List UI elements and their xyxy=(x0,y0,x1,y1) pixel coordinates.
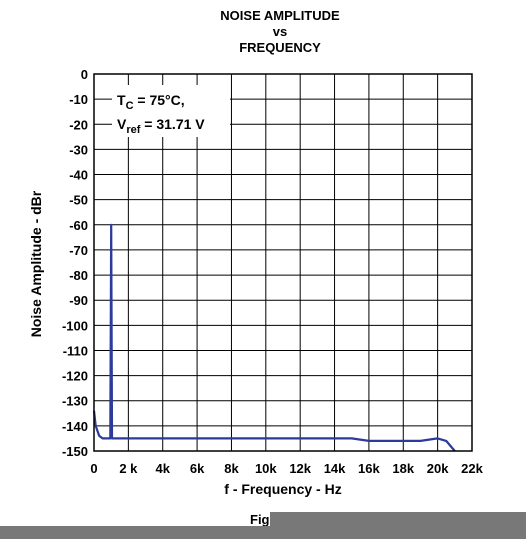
series-layer xyxy=(92,223,456,452)
figure-caption: Fig xyxy=(250,512,270,527)
x-tick-label-10: 20k xyxy=(427,461,449,476)
y-tick-label-7: -70 xyxy=(69,243,88,258)
y-tick-label-6: -60 xyxy=(69,218,88,233)
title-line-1: NOISE AMPLITUDE xyxy=(220,8,340,23)
x-tick-label-3: 6k xyxy=(190,461,205,476)
y-tick-label-2: -20 xyxy=(69,117,88,132)
annotation-line-1-sub: C xyxy=(126,100,134,112)
x-tick-label-9: 18k xyxy=(392,461,414,476)
annotation-line-2-main: V xyxy=(117,116,127,132)
y-tick-label-13: -130 xyxy=(62,394,88,409)
annotation-background xyxy=(112,85,230,137)
y-tick-label-0: 0 xyxy=(81,67,88,82)
cover-bar-right xyxy=(270,512,526,539)
annotation-line-1-rest: = 75°C, xyxy=(134,92,185,108)
x-tick-label-6: 12k xyxy=(289,461,311,476)
x-tick-label-11: 22k xyxy=(461,461,483,476)
x-tick-label-7: 14k xyxy=(324,461,346,476)
y-tick-labels: 0 -10 -20 -30 -40 -50 -60 -70 -80 -90 -100 -110 -120… xyxy=(62,67,88,459)
y-tick-label-9: -90 xyxy=(69,293,88,308)
series-line-0 xyxy=(92,223,456,452)
y-tick-label-5: -50 xyxy=(69,193,88,208)
x-axis-label: f - Frequency - Hz xyxy=(224,481,341,497)
x-tick-label-0: 0 xyxy=(90,461,97,476)
title-line-2: vs xyxy=(272,24,288,39)
y-tick-label-10: -100 xyxy=(62,318,88,333)
x-tick-label-1: 2 k xyxy=(119,461,138,476)
y-tick-label-8: -80 xyxy=(69,268,88,283)
x-tick-labels: 0 2 k 4k 6k 8k 10k 12k 14k 16k 18k 20k 22k xyxy=(90,461,483,476)
y-tick-label-4: -40 xyxy=(69,168,88,183)
title-line-3: FREQUENCY xyxy=(239,40,321,55)
y-tick-label-12: -120 xyxy=(62,369,88,384)
annotation-line-1: TC = 75°C, xyxy=(117,92,185,112)
y-tick-label-1: -10 xyxy=(69,92,88,107)
y-tick-label-14: -140 xyxy=(62,419,88,434)
annotation-line-2-rest: = 31.71 V xyxy=(140,116,205,132)
x-tick-label-4: 8k xyxy=(224,461,239,476)
annotation-line-2-sub: ref xyxy=(126,124,140,136)
y-tick-label-15: -150 xyxy=(62,444,88,459)
x-tick-label-8: 16k xyxy=(358,461,380,476)
y-tick-label-3: -30 xyxy=(69,142,88,157)
annotation-line-1-main: T xyxy=(117,92,126,108)
x-tick-label-2: 4k xyxy=(155,461,170,476)
plot-frame xyxy=(93,73,473,452)
y-tick-label-11: -110 xyxy=(63,343,88,358)
annotation-line-2: Vref = 31.71 V xyxy=(117,116,205,136)
y-axis-label: Noise Amplitude - dBr xyxy=(28,190,44,337)
chart-title: NOISE AMPLITUDE vs FREQUENCY xyxy=(0,8,526,56)
x-tick-label-5: 10k xyxy=(255,461,277,476)
